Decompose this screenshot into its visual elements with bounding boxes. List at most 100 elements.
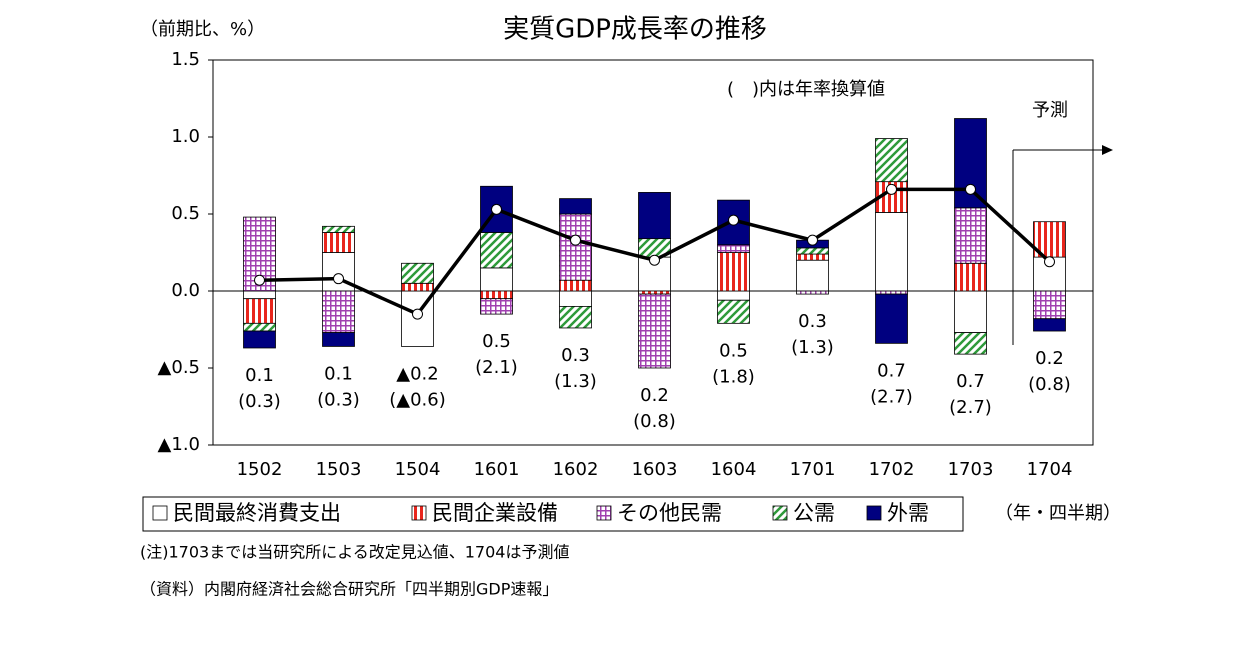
bar-segment [954,290,987,333]
x-tick-label: 1504 [395,459,441,480]
legend-label: 民間最終消費支出 [173,501,341,525]
plot-frame [212,59,1094,446]
annualized-label: (2.7) [949,397,992,418]
bar-segment [717,299,750,324]
y-tick-label: 1.5 [171,49,200,70]
bar-segment [875,138,908,183]
y-tick-label: 0.0 [171,280,200,301]
annualized-label: (0.3) [238,391,281,412]
data-label: 0.2 [640,385,669,406]
line-marker [965,183,976,195]
bar-segment [875,293,908,344]
bar-segment [638,293,671,369]
bar-segment [875,212,908,292]
x-tick-label: 1604 [711,459,757,480]
x-tick-label: 1602 [553,459,599,480]
x-tick-label: 1702 [869,459,915,480]
data-label: 0.2 [1035,348,1064,369]
annualized-label: (0.3) [317,389,360,410]
bar-segment [401,262,434,284]
x-axis-label: （年・四半期） [995,503,1121,524]
x-tick-label: 1704 [1027,459,1073,480]
x-tick-label: 1703 [948,459,994,480]
bar-segment [401,282,434,292]
bar-segment [638,192,671,240]
line-marker [254,274,265,286]
line-marker [807,234,818,246]
legend-label: 外需 [887,501,929,525]
annualized-label: (0.8) [1028,374,1071,395]
legend [142,496,964,532]
data-label: 0.3 [798,311,827,332]
bar-segment [559,305,592,329]
bar-segment [875,290,908,295]
data-label: 0.7 [877,360,906,381]
legend-swatch [152,505,168,521]
bar-segment [559,279,592,292]
legend-label: その他民需 [617,501,722,525]
bar-segment [796,247,829,255]
annualized-label: (1.3) [554,371,597,392]
data-label: 0.3 [561,345,590,366]
bar-segment [322,225,355,233]
chart-title: 実質GDP成長率の推移 [503,15,767,45]
legend-label: 公需 [793,501,835,525]
note: (注)1703までは当研究所による改定見込値、1704は予測値 [140,543,569,562]
line-marker [649,254,660,266]
bar-segment [480,290,513,300]
bar-segment [559,198,592,215]
y-tick-label: ▲1.0 [158,434,200,455]
annualized-label: (1.8) [712,366,755,387]
bar-segment [954,332,987,355]
bar-segment [322,332,355,347]
bar-segment [796,253,829,261]
x-tick-label: 1701 [790,459,836,480]
forecast-label: 予測 [1032,100,1068,121]
bar-segment [796,259,829,292]
bar-segment [243,290,276,300]
annotation: ( )内は年率換算値 [727,79,885,100]
data-label: 0.5 [719,340,748,361]
bar-segment [559,290,592,307]
y-axis-label: （前期比、%） [140,19,265,40]
bar-segment [717,290,750,301]
bar-segment [480,298,513,315]
y-tick-label: 1.0 [171,126,200,147]
bar-segment [954,262,987,292]
line-marker [570,234,581,246]
bar-segment [322,290,355,333]
legend-swatch [772,505,788,521]
x-tick-label: 1603 [632,459,678,480]
data-label: 0.5 [482,331,511,352]
y-tick-label: 0.5 [171,203,200,224]
annualized-label: (1.3) [791,337,834,358]
bar-segment [1033,290,1066,320]
bar-segment [243,322,276,332]
bar-segment [954,207,987,264]
legend-label: 民間企業設備 [432,501,558,525]
line-marker [728,214,739,226]
data-label: 0.7 [956,371,985,392]
bar-segment [1033,318,1066,332]
bar-segment [480,267,513,292]
note: （資料）内閣府経済社会総合研究所「四半期別GDP速報」 [140,580,558,599]
annualized-label: (▲0.6) [389,389,446,410]
x-tick-label: 1503 [316,459,362,480]
data-label: 0.1 [324,363,353,384]
data-label: 0.1 [245,365,274,386]
bar-segment [559,213,592,281]
forecast-arrowhead [1102,145,1113,155]
bar-segment [638,290,671,295]
x-tick-label: 1601 [474,459,520,480]
bar-segment [243,298,276,324]
line-marker [412,308,423,320]
line-marker [491,203,502,215]
bar-segment [717,252,750,292]
line-marker [886,183,897,195]
bar-segment [1033,256,1066,292]
annualized-label: (2.1) [475,357,518,378]
line-marker [1044,256,1055,268]
annualized-label: (0.8) [633,411,676,432]
data-label: ▲0.2 [396,363,438,384]
